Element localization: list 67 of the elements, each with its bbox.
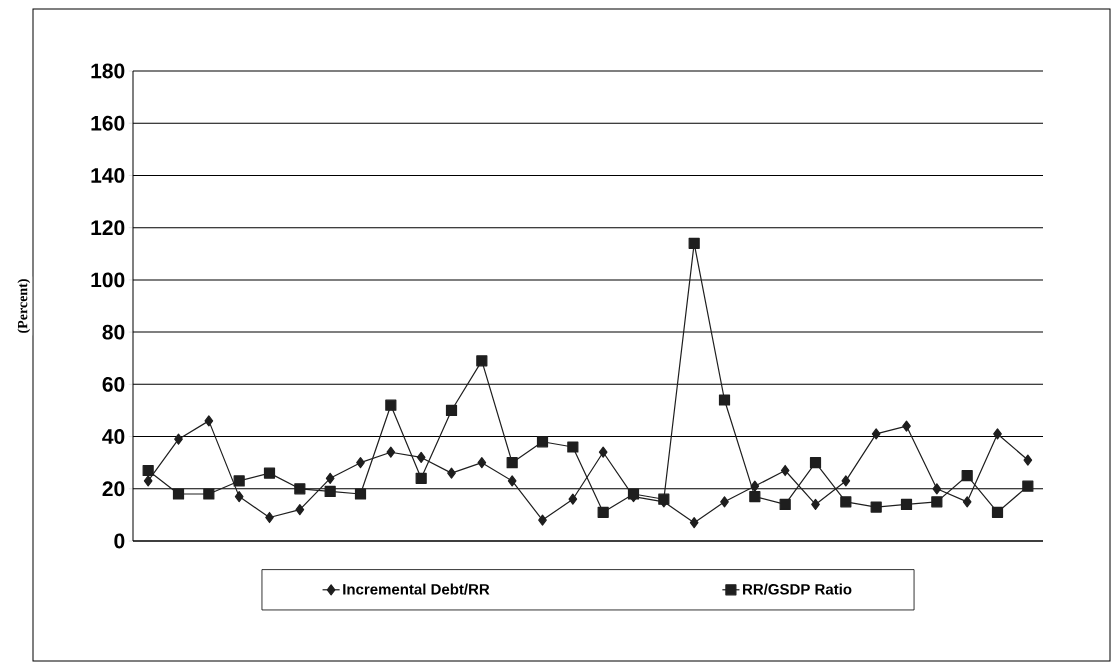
y-tick-label: 160	[91, 115, 125, 131]
point	[962, 496, 972, 508]
point	[324, 485, 336, 497]
point	[718, 394, 731, 406]
point	[720, 496, 729, 508]
point	[902, 420, 911, 432]
y-tick-label: 100	[91, 272, 125, 288]
point	[841, 475, 851, 487]
point	[203, 488, 215, 500]
point	[688, 237, 700, 249]
point	[689, 517, 699, 529]
y-tick-label: 60	[102, 376, 125, 392]
point	[749, 491, 761, 503]
point	[870, 501, 882, 513]
point	[356, 457, 365, 469]
point	[445, 404, 458, 417]
point	[416, 451, 426, 464]
point	[840, 496, 852, 508]
point	[294, 483, 306, 495]
point	[325, 472, 335, 484]
point	[1023, 454, 1033, 466]
point	[871, 428, 881, 440]
point	[536, 436, 549, 448]
y-tick-label: 80	[102, 324, 125, 340]
y-axis-title: (Percent)	[17, 279, 31, 333]
point	[354, 488, 367, 500]
point	[598, 446, 608, 458]
point	[597, 506, 609, 518]
point	[1022, 480, 1034, 492]
point	[506, 457, 518, 469]
point	[233, 475, 245, 487]
point	[477, 457, 487, 469]
legend-label: Incremental Debt/RR	[343, 583, 490, 595]
point	[567, 441, 579, 453]
y-tick-label: 40	[102, 429, 125, 444]
point	[263, 467, 276, 479]
point	[538, 514, 547, 526]
y-tick-label: 20	[102, 481, 125, 497]
point	[779, 498, 791, 511]
point	[750, 480, 760, 492]
point	[172, 488, 185, 500]
point	[993, 428, 1002, 440]
point	[931, 496, 943, 508]
point	[143, 475, 153, 487]
point	[234, 491, 244, 503]
point	[932, 483, 942, 495]
y-tick-label: 140	[91, 168, 125, 183]
y-tick-label: 180	[91, 63, 125, 79]
y-tick-label: 120	[91, 220, 125, 236]
point	[385, 399, 397, 411]
point	[507, 475, 517, 487]
point	[142, 464, 154, 477]
point	[991, 506, 1004, 518]
point	[295, 504, 305, 516]
point	[415, 472, 427, 484]
point	[900, 498, 913, 511]
point	[174, 433, 183, 445]
point	[476, 355, 488, 367]
y-tick-label: 0	[114, 533, 125, 549]
point	[447, 467, 456, 479]
point	[568, 493, 578, 505]
point	[780, 464, 790, 477]
point	[204, 415, 214, 427]
point	[961, 470, 973, 482]
point	[386, 446, 396, 458]
point	[809, 457, 822, 469]
legend-label: RR/GSDP Ratio	[743, 583, 852, 595]
